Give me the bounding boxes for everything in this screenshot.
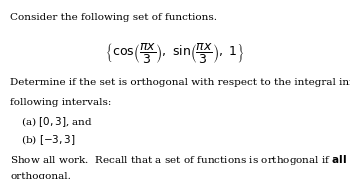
- Text: $\left\{\cos\!\left(\dfrac{\pi x}{3}\right),\ \sin\!\left(\dfrac{\pi x}{3}\right: $\left\{\cos\!\left(\dfrac{\pi x}{3}\rig…: [105, 41, 245, 65]
- Text: Show all work.  Recall that a set of functions is orthogonal if $\mathbf{all}$ p: Show all work. Recall that a set of func…: [10, 153, 350, 166]
- Text: (b) $[-3, 3]$: (b) $[-3, 3]$: [21, 133, 76, 147]
- Text: following intervals:: following intervals:: [10, 98, 112, 107]
- Text: Consider the following set of functions.: Consider the following set of functions.: [10, 13, 217, 21]
- Text: (a) $[0, 3]$, and: (a) $[0, 3]$, and: [21, 115, 93, 129]
- Text: orthogonal.: orthogonal.: [10, 172, 71, 179]
- Text: Determine if the set is orthogonal with respect to the integral inner product on: Determine if the set is orthogonal with …: [10, 78, 350, 87]
